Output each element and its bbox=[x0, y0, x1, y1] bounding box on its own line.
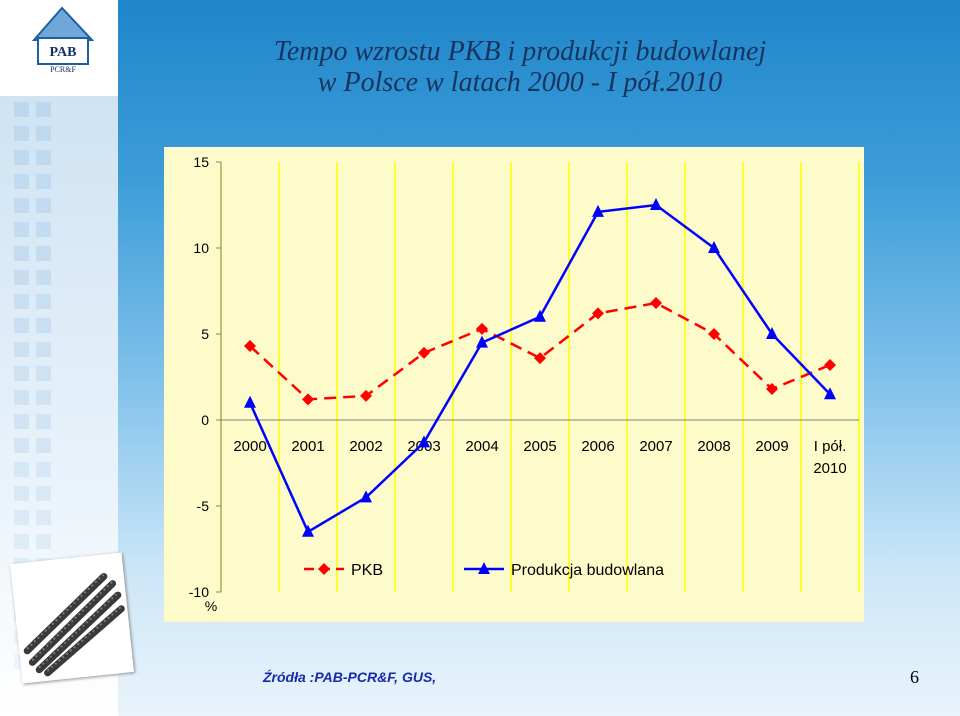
page-number: 6 bbox=[910, 667, 919, 687]
triangle-marker bbox=[824, 387, 836, 400]
decor-square bbox=[36, 174, 51, 189]
diamond-marker bbox=[244, 340, 256, 353]
pab-logo: PAB PCR&F bbox=[0, 0, 118, 96]
decor-square bbox=[36, 510, 51, 525]
decor-square bbox=[14, 510, 29, 525]
diamond-marker bbox=[360, 389, 372, 402]
source-note: Źródła :PAB-PCR&F, GUS, bbox=[263, 669, 437, 685]
y-tick-label: 5 bbox=[201, 326, 209, 342]
decor-square bbox=[36, 102, 51, 117]
legend-label: Produkcja budowlana bbox=[511, 562, 664, 579]
triangle-marker bbox=[418, 435, 430, 448]
decor-square bbox=[14, 150, 29, 165]
y-axis-label: % bbox=[205, 598, 217, 614]
decor-square bbox=[36, 150, 51, 165]
x-tick-label: 2009 bbox=[755, 438, 788, 455]
house-logo-icon: PAB PCR&F bbox=[31, 6, 95, 74]
decor-square bbox=[36, 270, 51, 285]
x-tick-label: 2008 bbox=[697, 438, 730, 455]
legend-label: PKB bbox=[351, 562, 383, 579]
decor-square bbox=[14, 414, 29, 429]
decor-square bbox=[14, 174, 29, 189]
series-line bbox=[249, 301, 831, 401]
decor-square bbox=[14, 126, 29, 141]
decor-square bbox=[14, 318, 29, 333]
decor-square bbox=[14, 102, 29, 117]
diamond-marker bbox=[650, 297, 662, 310]
x-tick-label: 2010 bbox=[813, 460, 846, 477]
x-tick-label: 2000 bbox=[233, 438, 266, 455]
line-chart: 151050-5-10%2000200120022003200420052006… bbox=[189, 154, 860, 614]
decor-square bbox=[36, 222, 51, 237]
decor-square bbox=[36, 534, 51, 549]
decor-square bbox=[36, 294, 51, 309]
triangle-marker bbox=[302, 524, 314, 537]
diamond-marker bbox=[318, 563, 330, 575]
decor-square bbox=[36, 342, 51, 357]
decor-square bbox=[36, 318, 51, 333]
decor-square bbox=[36, 126, 51, 141]
rebar-photo bbox=[10, 552, 134, 684]
decor-square bbox=[14, 246, 29, 261]
triangle-marker bbox=[244, 395, 256, 408]
decor-square bbox=[36, 462, 51, 477]
decor-square bbox=[14, 270, 29, 285]
triangle-marker bbox=[360, 490, 372, 503]
triangle-marker bbox=[708, 241, 720, 253]
decor-square bbox=[36, 438, 51, 453]
x-tick-label: I pół. bbox=[814, 438, 847, 455]
title-line-2: w Polsce w latach 2000 - I pół.2010 bbox=[317, 67, 723, 98]
diamond-marker bbox=[592, 307, 604, 320]
diamond-marker bbox=[476, 322, 488, 335]
rebar-image-icon bbox=[23, 572, 125, 677]
y-tick-label: -10 bbox=[189, 584, 209, 600]
y-tick-label: 0 bbox=[201, 412, 209, 428]
decor-square bbox=[14, 534, 29, 549]
slide-title: Tempo wzrostu PKB i produkcji budowlanej… bbox=[180, 36, 860, 98]
x-tick-label: 2005 bbox=[523, 438, 556, 455]
title-line-1: Tempo wzrostu PKB i produkcji budowlanej bbox=[273, 36, 767, 67]
diamond-marker bbox=[302, 393, 314, 406]
diamond-marker bbox=[708, 328, 720, 340]
diamond-marker bbox=[824, 358, 836, 371]
decor-square bbox=[14, 462, 29, 477]
triangle-marker bbox=[534, 309, 546, 322]
x-tick-label: 2001 bbox=[291, 438, 324, 455]
triangle-marker bbox=[478, 562, 490, 574]
decor-square bbox=[36, 486, 51, 501]
decor-square bbox=[36, 390, 51, 405]
triangle-marker bbox=[592, 204, 604, 217]
logo-text: PAB bbox=[50, 45, 77, 60]
x-tick-label: 2007 bbox=[639, 438, 672, 455]
decor-square bbox=[36, 414, 51, 429]
y-tick-label: 15 bbox=[193, 154, 209, 170]
decor-square bbox=[14, 222, 29, 237]
decor-square bbox=[14, 294, 29, 309]
decor-square bbox=[14, 486, 29, 501]
y-tick-label: -5 bbox=[197, 498, 210, 514]
logo-subtext: PCR&F bbox=[50, 65, 76, 74]
decor-square bbox=[36, 246, 51, 261]
diamond-marker bbox=[534, 352, 546, 365]
decor-square bbox=[14, 198, 29, 213]
triangle-marker bbox=[476, 335, 488, 348]
triangle-marker bbox=[650, 198, 662, 210]
decor-square bbox=[14, 342, 29, 357]
decor-square bbox=[14, 390, 29, 405]
decor-square bbox=[36, 366, 51, 381]
x-tick-label: 2006 bbox=[581, 438, 614, 455]
diamond-marker bbox=[418, 346, 430, 359]
y-tick-label: 10 bbox=[193, 240, 209, 256]
triangle-marker bbox=[766, 327, 778, 339]
chart-panel: 151050-5-10%2000200120022003200420052006… bbox=[164, 147, 864, 622]
x-tick-label: 2004 bbox=[465, 438, 498, 455]
diamond-marker bbox=[766, 383, 778, 396]
decor-square bbox=[36, 198, 51, 213]
decor-square bbox=[14, 438, 29, 453]
x-tick-label: 2002 bbox=[349, 438, 382, 455]
decor-square bbox=[14, 366, 29, 381]
